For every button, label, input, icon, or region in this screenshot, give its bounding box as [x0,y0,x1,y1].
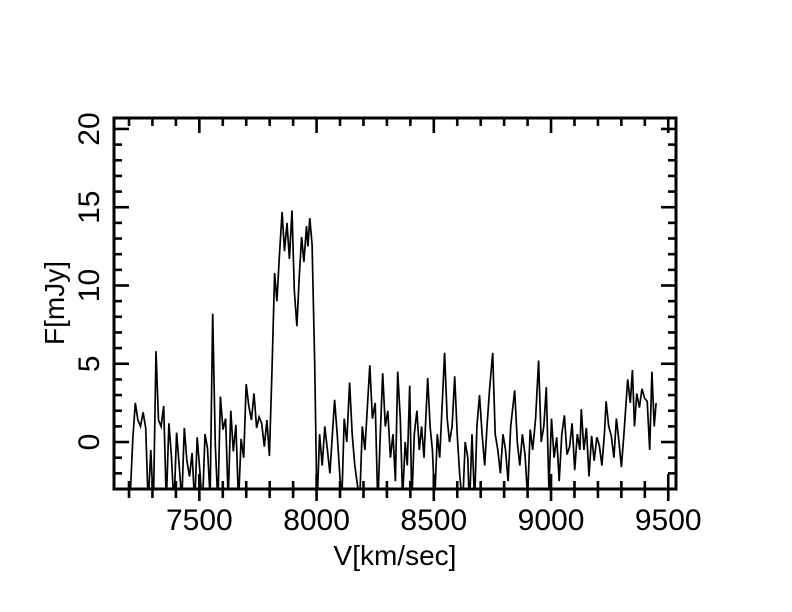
axis-ticks [114,118,676,501]
spectrum-line [129,210,657,489]
tick-labels: 7500 8000 8500 9000 9500 0 5 10 15 20 [73,112,702,537]
x-tick-label: 9000 [518,504,585,537]
y-tick-label: 5 [73,355,106,372]
x-tick-label: 8500 [400,504,467,537]
y-tick-label: 20 [73,112,106,145]
plot-frame [112,116,678,491]
x-tick-label: 7500 [166,504,233,537]
x-axis-label: V[km/sec] [334,540,457,571]
x-tick-label: 9500 [635,504,702,537]
y-axis-label: F[mJy] [39,261,70,345]
y-tick-label: 15 [73,191,106,224]
y-tick-label: 0 [73,434,106,451]
y-tick-label: 10 [73,269,106,302]
x-tick-label: 8000 [283,504,350,537]
